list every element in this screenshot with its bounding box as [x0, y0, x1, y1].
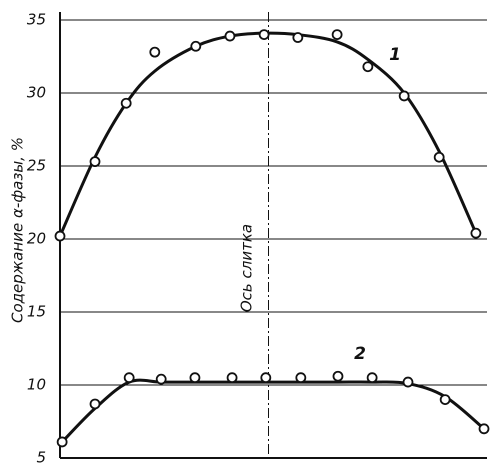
y-tick-label: 5 [36, 449, 46, 467]
data-point [478, 423, 490, 435]
data-point [295, 372, 307, 384]
series-label: 2 [354, 344, 366, 364]
data-point [189, 372, 201, 384]
data-point [331, 29, 343, 40]
axis-annotation: Ось слитка [238, 224, 256, 312]
series-label: 1 [389, 45, 401, 65]
y-tick-label: 30 [27, 84, 46, 102]
data-point [292, 32, 304, 43]
data-point [398, 90, 410, 102]
data-point [470, 227, 482, 239]
data-point [362, 61, 374, 73]
data-point [89, 398, 101, 410]
data-point [402, 376, 414, 388]
y-tick-label: 15 [27, 303, 46, 321]
data-point [258, 29, 270, 40]
y-tick-label: 10 [27, 376, 46, 394]
data-point [224, 30, 236, 42]
data-point [190, 40, 202, 52]
data-point [120, 97, 132, 109]
fit-line [61, 378, 485, 443]
data-point [332, 370, 344, 382]
y-tick-label: 25 [27, 157, 46, 175]
data-point [149, 46, 161, 58]
data-point [89, 156, 101, 168]
data-point [123, 372, 135, 384]
data-point [366, 372, 378, 384]
data-point [226, 372, 238, 384]
y-tick-label: 35 [27, 11, 46, 29]
fit-line [58, 31, 478, 237]
data-point [439, 394, 451, 406]
data-point [155, 373, 167, 385]
data-point [54, 230, 66, 242]
y-axis-label: Содержание α-фазы, % [9, 137, 27, 323]
data-point [433, 151, 445, 163]
y-tick-label: 20 [27, 230, 46, 248]
data-point [56, 436, 68, 448]
data-point [260, 372, 272, 384]
